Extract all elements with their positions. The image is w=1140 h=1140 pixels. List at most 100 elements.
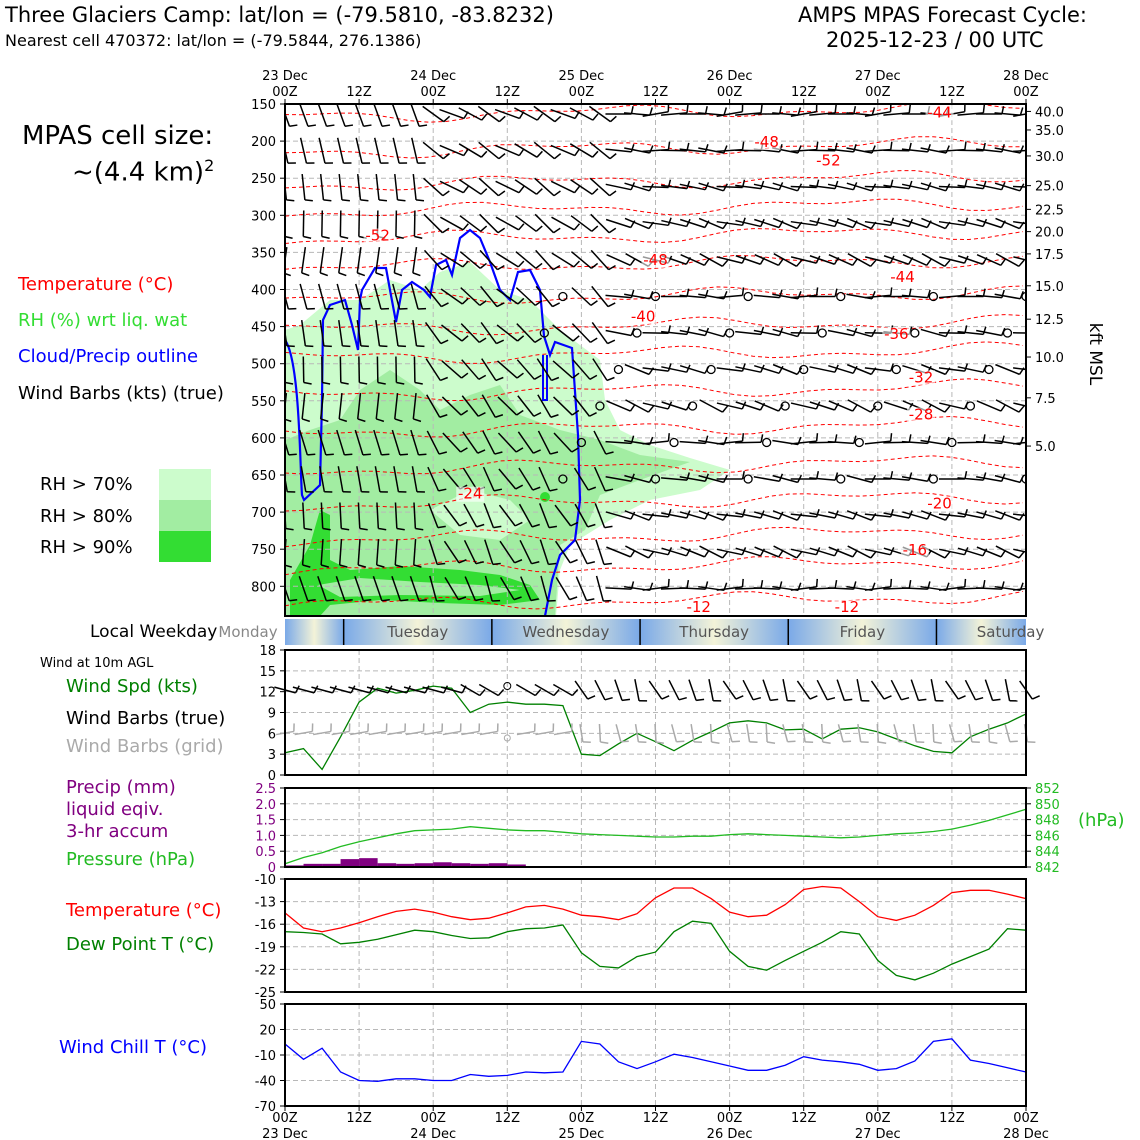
cell-size-sup: 2: [204, 156, 215, 175]
wind-barb: [753, 106, 783, 115]
wind-barb: [358, 356, 368, 385]
wind-barb: [540, 575, 556, 602]
wind-barb: [864, 104, 892, 117]
calm-wind-circle: [928, 291, 939, 302]
wind-barb: [428, 539, 446, 566]
wind-barb: [772, 107, 802, 116]
wind-barb: [533, 105, 562, 123]
temperature-contour-label: -16: [903, 541, 928, 559]
precip-bar: [433, 862, 452, 867]
temperature-contour: [285, 590, 1024, 610]
surface-wind-barb: [292, 685, 319, 694]
wind-barb: [317, 575, 335, 602]
wind-barb: [1012, 332, 1026, 334]
wind-barb: [394, 392, 403, 423]
wind-barb: [517, 431, 541, 454]
temperature-panel: -25 -22 -19 -16 -13 -10: [255, 873, 1027, 1001]
wind-barb: [461, 395, 486, 417]
bottom-hour-label: 12Z: [939, 1111, 965, 1126]
surface-wind-barb: [856, 679, 870, 702]
wind-barb: [395, 356, 405, 385]
weekday-segment: [936, 619, 1026, 645]
grid-wind-barb: [745, 723, 758, 744]
wind-barb: [679, 106, 708, 115]
calm-wind-circle: [836, 474, 846, 484]
wind-barb: [425, 358, 449, 382]
grid-wind-barb: [654, 723, 664, 744]
wind-barb: [680, 254, 710, 266]
bottom-date-label: 24 Dec: [410, 1127, 456, 1140]
wind-barb: [496, 288, 525, 305]
grid-wind-barb: [948, 724, 963, 743]
cycle-line1: AMPS MPAS Forecast Cycle:: [798, 3, 1087, 27]
panel-ytick-label: -19: [255, 941, 276, 956]
temperature-contour-label: -20: [927, 494, 952, 512]
wind-barb: [319, 247, 329, 277]
bottom-date-label: 28 Dec: [1003, 1127, 1049, 1140]
wind-barb: [412, 247, 421, 277]
top-hour-label: 00Z: [865, 85, 891, 100]
wind-barb: [572, 359, 598, 380]
wind-barb: [574, 503, 596, 528]
wind-barb: [496, 324, 525, 342]
wind-barb: [409, 575, 427, 602]
top-hour-label: 12Z: [939, 85, 965, 100]
wind-barb: [336, 104, 354, 127]
grid-wind-barb: [634, 723, 647, 744]
weekday-segment: [640, 619, 789, 645]
pressure-units-label: (hPa): [1078, 810, 1125, 831]
wind-barb: [572, 395, 597, 417]
wind-barb: [571, 287, 598, 306]
grid-wind-barb: [387, 723, 407, 736]
cell-size-line1: MPAS cell size:: [22, 121, 214, 151]
pressure-tick-label: 550: [251, 395, 276, 410]
wind-barb: [605, 106, 634, 115]
wind-barb: [534, 177, 561, 197]
wind-barb: [773, 545, 803, 559]
grid-wind-barb: [726, 724, 740, 743]
wind-barb: [520, 576, 539, 602]
wind-barb: [422, 141, 450, 160]
wind-barb: [883, 180, 913, 190]
wind-barb: [439, 216, 469, 231]
height-tick-label: 30.0: [1035, 150, 1064, 165]
grid-wind-barb: [424, 723, 444, 736]
wind-barb: [426, 394, 448, 418]
top-date-label: 26 Dec: [707, 69, 753, 84]
wind-barb: [338, 320, 351, 348]
wind-barb: [790, 104, 818, 117]
wind-barb: [391, 429, 408, 456]
top-hour-label: 12Z: [346, 85, 372, 100]
grid-wind-barb: [690, 723, 702, 744]
surface-wind-barb: [708, 679, 722, 702]
wind-barb: [376, 356, 386, 385]
wind-barb: [410, 429, 427, 456]
bottom-hour-label: 12Z: [791, 1111, 817, 1126]
pressure-tick-label: 450: [251, 321, 276, 336]
wind-barb: [595, 539, 612, 566]
wind-barb: [642, 509, 672, 518]
grid-wind-barb: [912, 723, 925, 744]
panel-ytick-label: 18: [259, 644, 276, 659]
wind-barb: [957, 547, 988, 557]
wind-barb: [483, 503, 502, 529]
wind-barb: [514, 143, 543, 158]
wind-barb: [625, 399, 655, 413]
wind-barb: [864, 578, 893, 591]
temperature-label-bg: [907, 407, 936, 423]
wind-barb: [753, 511, 784, 520]
wind-barb: [285, 586, 298, 602]
wind-barb: [463, 539, 484, 565]
wind-barb: [864, 471, 894, 480]
wind-barb: [661, 547, 691, 557]
wind-barb: [302, 210, 312, 239]
cell-size-line2: ~(4.4 km)2: [72, 156, 214, 188]
bottom-hour-label: 00Z: [717, 1111, 743, 1126]
wind-barb: [883, 472, 913, 481]
temperature-contour-label: -28: [909, 405, 934, 423]
wind-barb: [589, 141, 617, 160]
wind-barb: [1013, 367, 1026, 371]
bottom-hour-label: 12Z: [346, 1111, 372, 1126]
wind-barb: [535, 285, 560, 308]
